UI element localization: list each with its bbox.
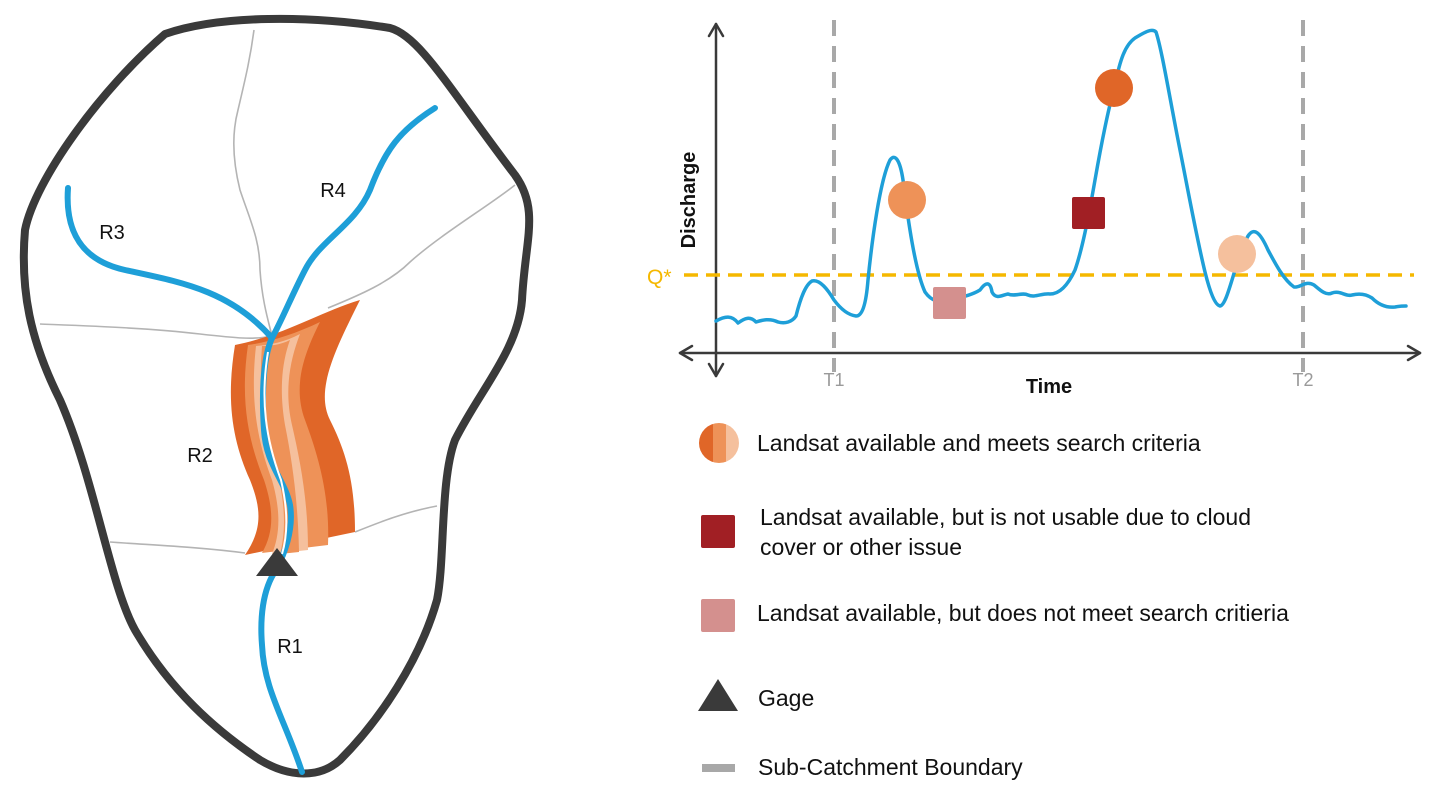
legend-label-cloud-cover-line1: Landsat available, but is not usable due…	[760, 504, 1251, 530]
subcatchment-boundaries	[39, 29, 516, 554]
subcatchment-boundary-line	[354, 505, 438, 533]
reach-label-r3: R3	[99, 222, 125, 244]
x-axis-arrow-left	[678, 344, 694, 362]
x-axis-title: Time	[1026, 376, 1072, 398]
catchment-boundary	[19, 14, 534, 778]
legend-label-cloud-cover-line2: cover or other issue	[760, 534, 962, 560]
tick-label-t2: T2	[1292, 370, 1313, 390]
landsat-observation-meets-criteria	[1218, 235, 1256, 273]
river-network	[64, 105, 438, 775]
gage-triangle-icon	[698, 679, 738, 711]
catchment-map: R1 R2 R3 R4	[19, 14, 534, 778]
subcatchment-boundary-line	[39, 323, 273, 339]
subcatchment-boundary-line	[233, 29, 273, 337]
reach-label-r2: R2	[187, 445, 213, 467]
y-axis-arrow-up	[707, 22, 725, 38]
channel-highlight	[263, 351, 288, 555]
q-star-label: Q*	[647, 266, 672, 289]
river-r3	[64, 185, 275, 341]
gray-dash-icon	[702, 764, 735, 772]
gage-triangle-icon	[256, 548, 298, 576]
river-r4	[269, 105, 438, 341]
reach-label-r4: R4	[320, 180, 346, 202]
landsat-observation-meets-criteria	[1095, 69, 1133, 107]
tick-label-t1: T1	[823, 370, 844, 390]
legend-label-gage: Gage	[758, 685, 814, 711]
discharge-curve	[714, 28, 1408, 325]
y-axis-arrow-down	[707, 362, 725, 378]
legend-label-subcatchment-boundary: Sub-Catchment Boundary	[758, 754, 1023, 780]
reach-label-r1: R1	[277, 636, 303, 658]
hydrograph: Q* Discharge Time T1 T2	[647, 20, 1422, 398]
legend-label-meets-criteria: Landsat available and meets search crite…	[757, 430, 1201, 456]
y-axis-title: Discharge	[678, 152, 700, 249]
hydrograph-axes	[678, 22, 1422, 378]
x-axis-arrow-right	[1406, 344, 1422, 362]
landsat-observation-cloud-cover	[1072, 197, 1105, 229]
tri-shade-circle-icon	[699, 423, 739, 463]
dark-red-square-icon	[701, 515, 735, 548]
subcatchment-boundary-line	[327, 184, 516, 309]
pink-square-icon	[701, 599, 735, 632]
landsat-observation-not-meeting-criteria	[933, 287, 966, 319]
river-main-stem	[258, 335, 305, 775]
legend: Landsat available and meets search crite…	[698, 423, 1289, 780]
landsat-observation-meets-criteria	[888, 181, 926, 219]
legend-label-not-meet-criteria: Landsat available, but does not meet sea…	[757, 600, 1289, 626]
subcatchment-boundary-line	[109, 541, 246, 554]
